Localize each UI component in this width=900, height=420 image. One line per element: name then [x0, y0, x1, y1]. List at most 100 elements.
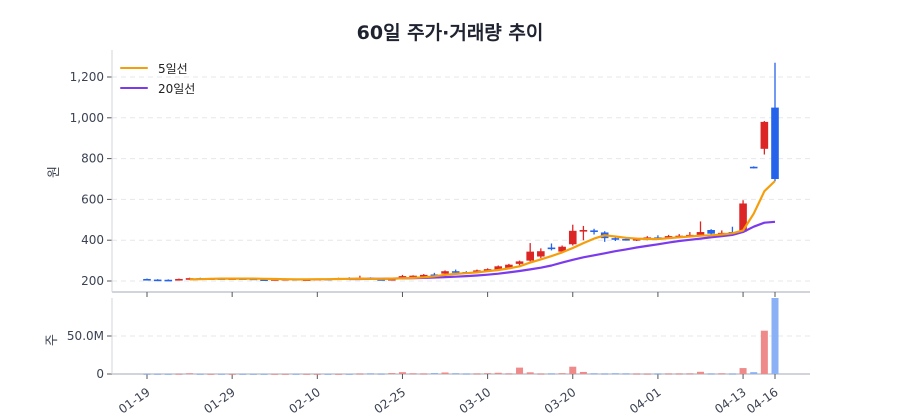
- volume-bar[interactable]: [633, 373, 641, 375]
- volume-bar[interactable]: [345, 373, 353, 375]
- ma5-swatch-icon: [120, 66, 148, 70]
- candle[interactable]: [164, 279, 173, 282]
- volume-bar[interactable]: [707, 373, 715, 375]
- candle[interactable]: [153, 279, 162, 282]
- candle[interactable]: [441, 271, 449, 274]
- candle[interactable]: [483, 269, 492, 271]
- volume-bar[interactable]: [654, 373, 662, 375]
- volume-bar[interactable]: [260, 373, 268, 375]
- volume-bar[interactable]: [398, 372, 406, 374]
- candle[interactable]: [537, 251, 545, 257]
- volume-bar[interactable]: [516, 367, 524, 374]
- volume-bar[interactable]: [739, 368, 747, 374]
- volume-bar[interactable]: [728, 373, 736, 375]
- volume-bar[interactable]: [643, 373, 651, 375]
- volume-bar[interactable]: [409, 373, 417, 375]
- volume-bar[interactable]: [686, 373, 694, 375]
- legend-item-ma20[interactable]: 20일선: [120, 78, 195, 98]
- volume-bar[interactable]: [750, 372, 758, 374]
- volume-bar[interactable]: [164, 373, 172, 375]
- candle[interactable]: [547, 247, 556, 250]
- candle[interactable]: [760, 121, 769, 149]
- volume-bar[interactable]: [430, 373, 438, 374]
- volume-bar[interactable]: [441, 372, 449, 374]
- candle[interactable]: [749, 166, 758, 169]
- legend: 5일선 20일선: [120, 58, 195, 98]
- candle[interactable]: [707, 230, 715, 234]
- volume-bar[interactable]: [377, 373, 385, 375]
- volume-bar[interactable]: [473, 373, 481, 375]
- volume-bar[interactable]: [388, 373, 396, 374]
- volume-bar[interactable]: [590, 373, 598, 375]
- volume-bar[interactable]: [526, 372, 534, 374]
- volume-bar[interactable]: [175, 373, 183, 375]
- volume-bar[interactable]: [696, 371, 704, 374]
- volume-bar[interactable]: [249, 373, 257, 375]
- volume-bar[interactable]: [228, 373, 236, 375]
- volume-bar[interactable]: [569, 366, 577, 374]
- volume-bar[interactable]: [281, 373, 289, 375]
- volume-bar[interactable]: [420, 373, 428, 375]
- volume-bar[interactable]: [622, 373, 630, 375]
- volume-bar[interactable]: [579, 371, 587, 374]
- candle[interactable]: [696, 232, 705, 235]
- volume-bar[interactable]: [239, 373, 247, 375]
- candle[interactable]: [143, 278, 151, 281]
- candle[interactable]: [185, 278, 194, 280]
- volume-bar[interactable]: [218, 373, 226, 375]
- x-tick-label: 04-01: [627, 385, 664, 416]
- volume-bar[interactable]: [186, 373, 194, 375]
- candle[interactable]: [739, 203, 747, 232]
- volume-bar[interactable]: [462, 373, 470, 375]
- legend-item-ma5[interactable]: 5일선: [120, 58, 195, 78]
- volume-bar[interactable]: [484, 373, 492, 375]
- volume-bar[interactable]: [271, 373, 279, 375]
- volume-bar[interactable]: [547, 373, 555, 375]
- volume-bar[interactable]: [335, 373, 343, 375]
- candle[interactable]: [451, 271, 460, 273]
- candle[interactable]: [260, 279, 268, 281]
- volume-bar[interactable]: [675, 373, 683, 375]
- volume-bar[interactable]: [324, 373, 332, 375]
- candle[interactable]: [558, 246, 566, 252]
- volume-bar[interactable]: [313, 373, 321, 375]
- candle[interactable]: [494, 266, 503, 270]
- volume-bar[interactable]: [452, 373, 460, 375]
- volume-bar[interactable]: [505, 373, 513, 375]
- candle[interactable]: [388, 278, 396, 281]
- candle[interactable]: [611, 238, 620, 240]
- volume-bar[interactable]: [760, 330, 768, 374]
- volume-bar[interactable]: [143, 373, 151, 375]
- volume-bar[interactable]: [196, 373, 204, 375]
- candle[interactable]: [515, 261, 524, 264]
- candle[interactable]: [505, 264, 513, 269]
- candle[interactable]: [590, 230, 598, 233]
- candle[interactable]: [409, 275, 417, 278]
- volume-bar[interactable]: [771, 298, 779, 374]
- volume-bar[interactable]: [718, 373, 726, 375]
- candle[interactable]: [377, 279, 385, 281]
- volume-bar[interactable]: [292, 373, 300, 375]
- volume-bar[interactable]: [154, 373, 162, 375]
- volume-bar[interactable]: [611, 373, 619, 375]
- candle[interactable]: [473, 270, 481, 272]
- candle[interactable]: [632, 238, 641, 241]
- volume-bar[interactable]: [356, 373, 364, 375]
- candle[interactable]: [419, 274, 428, 277]
- candle[interactable]: [568, 230, 577, 245]
- volume-bar[interactable]: [303, 373, 311, 375]
- volume-bar[interactable]: [494, 372, 502, 374]
- x-tick-label: 04-16: [744, 385, 781, 416]
- candle[interactable]: [526, 251, 534, 261]
- candle[interactable]: [622, 238, 630, 241]
- volume-bar[interactable]: [207, 373, 215, 375]
- volume-bar[interactable]: [601, 373, 609, 375]
- candle[interactable]: [771, 107, 779, 179]
- candle[interactable]: [175, 278, 183, 281]
- candle[interactable]: [579, 230, 588, 232]
- volume-bar[interactable]: [537, 373, 545, 375]
- volume-bar[interactable]: [367, 373, 375, 375]
- volume-bar[interactable]: [558, 373, 566, 375]
- volume-bar[interactable]: [665, 373, 673, 375]
